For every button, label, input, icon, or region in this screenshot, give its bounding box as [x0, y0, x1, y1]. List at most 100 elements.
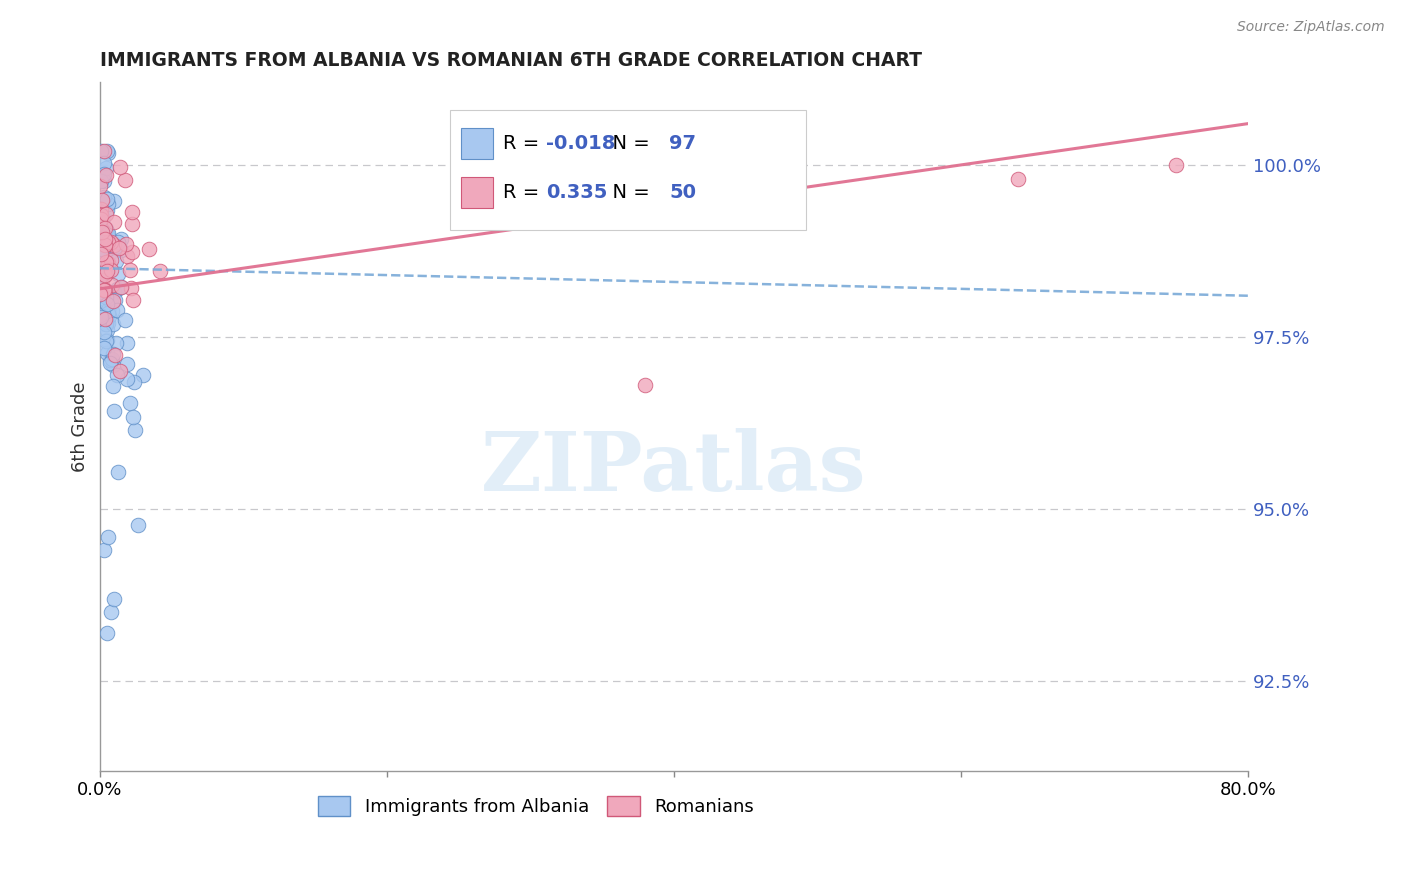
Point — [132, 368, 155, 382]
Point — [91, 197, 114, 211]
Point — [101, 351, 124, 366]
Point — [96, 346, 118, 360]
Point — [103, 404, 125, 418]
Point — [90, 267, 112, 281]
Point — [90, 243, 112, 257]
FancyBboxPatch shape — [461, 178, 494, 208]
Point — [91, 194, 114, 209]
Point — [96, 263, 118, 277]
Point — [96, 144, 118, 158]
Point — [104, 336, 127, 351]
Point — [105, 282, 128, 296]
Point — [118, 263, 141, 277]
Point — [97, 230, 120, 244]
Point — [97, 235, 120, 250]
Point — [96, 293, 118, 307]
Point — [93, 283, 115, 297]
Point — [94, 238, 117, 252]
Point — [93, 325, 115, 339]
Point — [101, 278, 124, 293]
Point — [120, 396, 142, 410]
Point — [121, 205, 143, 219]
Point — [1164, 158, 1187, 172]
Point — [103, 194, 125, 208]
Point — [91, 219, 114, 234]
Point — [107, 268, 129, 282]
Point — [110, 280, 132, 294]
Point — [110, 280, 132, 294]
Point — [97, 301, 120, 315]
Point — [93, 232, 115, 246]
Point — [96, 323, 118, 337]
Point — [96, 261, 118, 276]
Point — [138, 243, 160, 257]
Point — [97, 226, 120, 240]
Point — [107, 465, 129, 479]
Point — [103, 348, 125, 362]
Point — [100, 294, 122, 309]
Point — [100, 606, 122, 620]
Point — [101, 358, 124, 372]
Point — [94, 315, 117, 329]
Point — [114, 237, 136, 252]
Point — [89, 247, 111, 261]
Text: N =: N = — [600, 134, 657, 153]
Point — [100, 263, 122, 277]
Point — [114, 172, 136, 186]
Point — [100, 252, 122, 267]
Text: N =: N = — [600, 183, 657, 202]
Point — [110, 243, 132, 257]
Point — [93, 341, 115, 355]
Point — [93, 144, 115, 158]
Point — [94, 311, 117, 326]
Point — [101, 304, 124, 318]
Point — [103, 237, 125, 252]
Point — [93, 189, 115, 203]
Legend: Immigrants from Albania, Romanians: Immigrants from Albania, Romanians — [311, 789, 761, 823]
Point — [101, 317, 124, 331]
Point — [93, 174, 115, 188]
Point — [89, 317, 111, 331]
Point — [90, 202, 112, 216]
Point — [89, 272, 111, 286]
Point — [149, 263, 172, 277]
Text: R =: R = — [503, 183, 546, 202]
Point — [96, 333, 118, 347]
Point — [121, 293, 143, 308]
Point — [89, 286, 111, 301]
Point — [89, 257, 111, 271]
Point — [115, 357, 138, 371]
Point — [115, 372, 138, 386]
Point — [98, 356, 121, 370]
Point — [96, 203, 118, 218]
Point — [96, 207, 118, 221]
Point — [97, 197, 120, 211]
Point — [93, 283, 115, 297]
FancyBboxPatch shape — [461, 128, 494, 159]
Point — [101, 379, 124, 393]
Point — [97, 247, 120, 261]
Text: IMMIGRANTS FROM ALBANIA VS ROMANIAN 6TH GRADE CORRELATION CHART: IMMIGRANTS FROM ALBANIA VS ROMANIAN 6TH … — [100, 51, 922, 70]
Point — [90, 174, 112, 188]
Point — [634, 378, 657, 392]
Point — [93, 255, 115, 269]
Point — [91, 225, 114, 239]
Text: 50: 50 — [669, 183, 696, 202]
Text: Source: ZipAtlas.com: Source: ZipAtlas.com — [1237, 20, 1385, 34]
Point — [89, 179, 111, 194]
Point — [103, 591, 125, 606]
Point — [127, 518, 149, 533]
Point — [93, 235, 115, 250]
Point — [96, 227, 118, 242]
Point — [94, 161, 117, 176]
Point — [108, 364, 131, 378]
Point — [90, 310, 112, 324]
Text: 0.335: 0.335 — [547, 183, 607, 202]
Point — [107, 235, 129, 249]
FancyBboxPatch shape — [450, 110, 806, 229]
Point — [94, 222, 117, 236]
Point — [96, 227, 118, 241]
Point — [94, 334, 117, 348]
Text: ZIPatlas: ZIPatlas — [481, 428, 866, 508]
Y-axis label: 6th Grade: 6th Grade — [72, 381, 89, 472]
